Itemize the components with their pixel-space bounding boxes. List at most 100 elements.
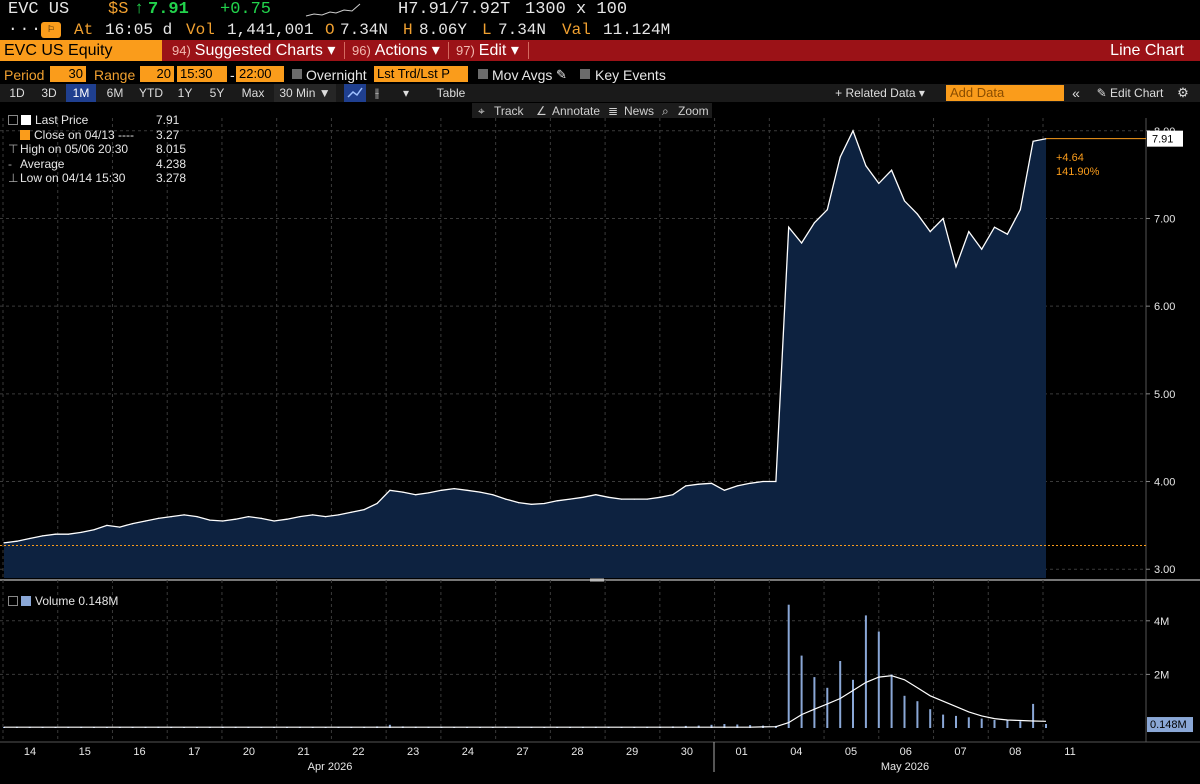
- x-tick-label: 27: [517, 746, 529, 758]
- range-field[interactable]: 20: [140, 66, 174, 82]
- range-button-1y[interactable]: 1Y: [177, 86, 193, 100]
- price-point: [620, 498, 623, 500]
- ticker-symbol[interactable]: EVC US: [8, 0, 70, 19]
- volume-legend[interactable]: Volume 0.148M: [8, 594, 118, 608]
- interval-select[interactable]: 30 Min ▼: [274, 84, 336, 102]
- x-tick-label: 08: [1009, 746, 1021, 758]
- annotate-icon: ∠: [536, 104, 547, 118]
- low-value: 7.34N: [498, 21, 547, 39]
- add-data-input[interactable]: Add Data: [946, 85, 1064, 101]
- edit-menu[interactable]: 97) Edit ▾: [456, 40, 519, 61]
- price-point: [376, 502, 378, 505]
- price-point: [775, 480, 777, 483]
- val-value: 11.124M: [603, 21, 671, 39]
- price-point: [530, 503, 533, 505]
- actions-menu[interactable]: 96) Actions ▾: [352, 40, 440, 61]
- price-point: [389, 489, 391, 491]
- annotate-tool[interactable]: Annotate: [552, 104, 601, 118]
- mov-avgs-checkbox[interactable]: [478, 69, 488, 79]
- price-point: [3, 542, 5, 544]
- range-button-1m[interactable]: 1M: [66, 84, 96, 102]
- security-field[interactable]: EVC US Equity: [0, 40, 162, 61]
- volume-bar: [1045, 724, 1047, 728]
- related-data-button[interactable]: + Related Data ▾: [835, 86, 925, 100]
- x-tick-label: 22: [352, 746, 364, 758]
- volume-bar: [877, 631, 880, 728]
- volume-bar: [1019, 721, 1022, 728]
- bar-chart-icon[interactable]: ⫲: [374, 85, 380, 100]
- key-events-label: Key Events: [595, 67, 666, 83]
- price-point: [492, 494, 494, 496]
- track-tool[interactable]: Track: [494, 104, 524, 118]
- legend-value: 7.91: [156, 113, 180, 127]
- legend-value: 3.27: [156, 127, 180, 142]
- change-pct-annotation: 141.90%: [1056, 166, 1100, 178]
- legend-label: Volume 0.148M: [35, 594, 119, 608]
- news-icon[interactable]: ⚐: [41, 22, 61, 38]
- chevron-down-icon: ▾: [327, 42, 336, 59]
- range-bar: 1D 3D 1M 6M YTD 1Y 5Y Max 30 Min ▼ ⫲ ▾ T…: [0, 84, 1200, 102]
- range-button-1d[interactable]: 1D: [9, 86, 25, 100]
- legend-label: Last Price: [35, 113, 89, 127]
- val-label: Val: [562, 21, 591, 39]
- price-point: [672, 494, 674, 496]
- price-point: [981, 248, 983, 250]
- start-time-field[interactable]: 15:30: [177, 66, 227, 82]
- overnight-checkbox[interactable]: [292, 69, 302, 79]
- price-point: [569, 498, 571, 500]
- collapse-box-icon: [8, 596, 18, 606]
- function-toolbar: EVC US Equity 94) Suggested Charts ▾ 96) A…: [0, 40, 1200, 61]
- price-point: [54, 533, 57, 535]
- edit-chart-label: Edit Chart: [1110, 86, 1164, 100]
- divider: [448, 42, 449, 59]
- bid-ask-size: 1300 x 100: [525, 0, 628, 19]
- x-tick-label: 14: [24, 746, 36, 758]
- price-point: [1019, 209, 1021, 211]
- legend-item-close[interactable]: Close on 04/13 ---- 3.27: [8, 128, 179, 143]
- volume-bar: [723, 724, 726, 728]
- range-button-6m[interactable]: 6M: [106, 86, 124, 100]
- volume-last-tag: 0.148M: [1150, 719, 1187, 731]
- volume-bar: [813, 677, 816, 728]
- x-tick-label: 15: [79, 746, 91, 758]
- legend-item-last-price[interactable]: Last Price 7.91: [8, 113, 179, 128]
- price-point: [16, 540, 18, 542]
- price-point: [67, 533, 69, 535]
- price-point: [183, 514, 185, 516]
- key-events-checkbox[interactable]: [580, 69, 590, 79]
- price-point: [801, 242, 803, 244]
- gear-icon[interactable]: ⚙: [1177, 85, 1189, 100]
- price-point: [42, 535, 44, 537]
- line-chart-icon[interactable]: [344, 84, 366, 102]
- table-button[interactable]: Table: [436, 86, 466, 100]
- chevron-down-icon: ▾: [510, 42, 519, 59]
- pencil-icon[interactable]: ✎: [556, 67, 567, 82]
- volume-bar: [749, 725, 752, 728]
- chevron-down-icon[interactable]: ▾: [402, 86, 410, 100]
- range-button-3d[interactable]: 3D: [41, 86, 57, 100]
- trade-field-select[interactable]: Lst Trd/Lst P: [374, 66, 468, 82]
- edit-chart-button[interactable]: ✎ Edit Chart: [1088, 84, 1172, 102]
- price-point: [685, 485, 687, 487]
- chart-tools: ⌖ Track ∠ Annotate ≣ News ⌕ Zoom: [472, 103, 712, 119]
- menu-label: Edit: [478, 42, 507, 59]
- range-button-ytd[interactable]: YTD: [139, 86, 163, 100]
- range-button-max[interactable]: Max: [241, 86, 265, 100]
- x-month-label: Apr 2026: [308, 761, 353, 773]
- suggested-charts-menu[interactable]: 94) Suggested Charts ▾: [172, 40, 335, 61]
- price-legend: Last Price 7.91 Close on 04/13 ---- 3.27 …: [8, 113, 186, 186]
- y-tick-label: 6.00: [1154, 301, 1175, 313]
- news-tool[interactable]: News: [624, 104, 655, 118]
- zoom-tool[interactable]: Zoom: [678, 104, 709, 118]
- collapse-icon[interactable]: «: [1072, 85, 1080, 101]
- period-field[interactable]: 30: [50, 66, 86, 82]
- volume-bar: [852, 679, 854, 728]
- x-tick-label: 05: [845, 746, 857, 758]
- last-price-tag-bg: [1147, 130, 1183, 147]
- price-area-fill: [4, 130, 1046, 579]
- price-point: [196, 516, 198, 518]
- chart-type-title: Line Chart: [1110, 42, 1184, 59]
- end-time-field[interactable]: 22:00: [236, 66, 284, 82]
- range-button-5y[interactable]: 5Y: [209, 86, 225, 100]
